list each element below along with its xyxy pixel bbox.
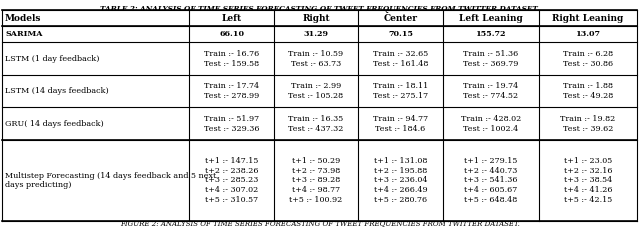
Text: TABLE 2: ANALYSIS OF TIME SERIES FORECASTING OF TWEET FREQUENCIES FROM TWITTER D: TABLE 2: ANALYSIS OF TIME SERIES FORECAS… <box>100 5 540 13</box>
Text: 13.07: 13.07 <box>575 30 600 38</box>
Text: Right: Right <box>302 14 330 23</box>
Text: t+1 :- 279.15
t+2 :- 440.73
t+3 :- 541.36
t+4 :- 605.67
t+5 :- 648.48: t+1 :- 279.15 t+2 :- 440.73 t+3 :- 541.3… <box>464 157 518 204</box>
Text: Train :- 10.59
Test :- 63.73: Train :- 10.59 Test :- 63.73 <box>289 50 344 68</box>
Text: Train :- 19.74
Test :- 774.52: Train :- 19.74 Test :- 774.52 <box>463 82 518 100</box>
Text: Train :- 6.28
Test :- 30.86: Train :- 6.28 Test :- 30.86 <box>563 50 613 68</box>
Text: Right Leaning: Right Leaning <box>552 14 624 23</box>
Text: Train :- 18.11
Test :- 275.17: Train :- 18.11 Test :- 275.17 <box>373 82 428 100</box>
Text: Left: Left <box>221 14 242 23</box>
Text: SARIMA: SARIMA <box>5 30 42 38</box>
Text: Train :- 16.76
Test :- 159.58: Train :- 16.76 Test :- 159.58 <box>204 50 259 68</box>
Text: Multistep Forecasting (14 days feedback and 5 next
days predicting): Multistep Forecasting (14 days feedback … <box>5 172 216 189</box>
Text: t+1 :- 23.05
t+2 :- 32.16
t+3 :- 38.54
t+4 :- 41.26
t+5 :- 42.15: t+1 :- 23.05 t+2 :- 32.16 t+3 :- 38.54 t… <box>564 157 612 204</box>
Text: 155.72: 155.72 <box>476 30 506 38</box>
Text: Train :- 1.88
Test :- 49.28: Train :- 1.88 Test :- 49.28 <box>563 82 613 100</box>
Text: Train :- 94.77
Test :- 184.6: Train :- 94.77 Test :- 184.6 <box>373 115 428 133</box>
Text: GRU( 14 days feedback): GRU( 14 days feedback) <box>5 120 104 128</box>
Text: Train :- 17.74
Test :- 278.99: Train :- 17.74 Test :- 278.99 <box>204 82 259 100</box>
Text: t+1 :- 50.29
t+2 :- 73.98
t+3 :- 89.28
t+4 :- 98.77
t+5 :- 100.92: t+1 :- 50.29 t+2 :- 73.98 t+3 :- 89.28 t… <box>289 157 342 204</box>
Text: Train :- 428.02
Test :- 1002.4: Train :- 428.02 Test :- 1002.4 <box>461 115 521 133</box>
Text: Train :- 32.65
Test :- 161.48: Train :- 32.65 Test :- 161.48 <box>372 50 428 68</box>
Text: FIGURE 2: ANALYSIS OF TIME SERIES FORECASTING OF TWEET FREQUENCIES FROM TWITTER : FIGURE 2: ANALYSIS OF TIME SERIES FORECA… <box>120 219 520 227</box>
Text: Train :- 51.36
Test :- 369.79: Train :- 51.36 Test :- 369.79 <box>463 50 518 68</box>
Text: 31.29: 31.29 <box>303 30 328 38</box>
Text: 66.10: 66.10 <box>219 30 244 38</box>
Text: Models: Models <box>5 14 42 23</box>
Text: LSTM (1 day feedback): LSTM (1 day feedback) <box>5 55 99 63</box>
Text: LSTM (14 days feedback): LSTM (14 days feedback) <box>5 87 109 95</box>
Text: 70.15: 70.15 <box>388 30 413 38</box>
Text: Left Leaning: Left Leaning <box>459 14 523 23</box>
Text: Train :- 16.35
Test :- 437.32: Train :- 16.35 Test :- 437.32 <box>288 115 344 133</box>
Text: t+1 :- 147.15
t+2 :- 238.26
t+3 :- 285.23
t+4 :- 307.02
t+5 :- 310.57: t+1 :- 147.15 t+2 :- 238.26 t+3 :- 285.2… <box>205 157 259 204</box>
Text: Center: Center <box>383 14 417 23</box>
Text: Train :- 51.97
Test :- 329.36: Train :- 51.97 Test :- 329.36 <box>204 115 259 133</box>
Text: Train :- 2.99
Test :- 105.28: Train :- 2.99 Test :- 105.28 <box>289 82 344 100</box>
Text: Train :- 19.82
Test :- 39.62: Train :- 19.82 Test :- 39.62 <box>561 115 616 133</box>
Text: t+1 :- 131.08
t+2 :- 195.88
t+3 :- 236.04
t+4 :- 266.49
t+5 :- 280.76: t+1 :- 131.08 t+2 :- 195.88 t+3 :- 236.0… <box>374 157 428 204</box>
